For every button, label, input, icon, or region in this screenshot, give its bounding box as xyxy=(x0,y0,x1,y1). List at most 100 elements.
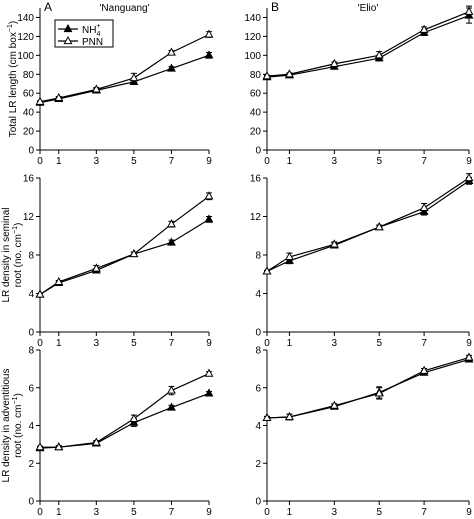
x-tick-label: 1 xyxy=(287,507,293,518)
legend: NH4+PNN xyxy=(54,19,114,48)
series-line xyxy=(266,356,470,419)
x-tick-label: 5 xyxy=(131,507,137,518)
x-tick-label: 0 xyxy=(264,156,270,167)
panel-b-middle: 0 4 8 12 16 0 1 3 5 7 9 xyxy=(250,172,474,349)
y-tick-label: 2 xyxy=(255,459,261,470)
y-tick-label: 0 xyxy=(255,328,261,339)
data-point-open-triangle xyxy=(129,413,139,422)
x-tick-label: 5 xyxy=(376,156,382,167)
y-tick-label: 4 xyxy=(255,289,261,300)
y-axis-label-adventitious-line1: LR density in adventitious xyxy=(1,369,12,483)
y-tick-label: 100 xyxy=(17,51,34,62)
y-tick-label: 16 xyxy=(23,174,35,185)
x-tick-label: 5 xyxy=(376,507,382,518)
series-pnn xyxy=(262,172,474,275)
y-tick-label: 6 xyxy=(28,383,34,394)
y-tick-label: 4 xyxy=(255,421,261,432)
data-point-filled-triangle xyxy=(204,50,214,59)
data-point-open-triangle xyxy=(129,248,139,258)
x-tick-label: 7 xyxy=(169,156,175,167)
y-tick-label: 12 xyxy=(250,212,262,223)
panel-letter: A xyxy=(44,0,52,14)
series-line xyxy=(266,11,470,77)
panel-letter: B xyxy=(271,0,279,14)
y-tick-label: 16 xyxy=(250,174,262,185)
y-tick-label: 140 xyxy=(17,13,34,24)
x-tick-label: 3 xyxy=(94,507,100,518)
data-point-open-triangle xyxy=(91,437,101,446)
data-point-open-triangle xyxy=(54,92,64,102)
data-point-open-triangle xyxy=(329,400,339,409)
data-point-open-triangle xyxy=(129,73,139,82)
x-tick-label: 9 xyxy=(206,156,212,167)
series-pnn xyxy=(262,5,474,80)
data-point-filled-triangle xyxy=(204,388,214,397)
x-tick-label: 3 xyxy=(332,338,338,349)
series-line xyxy=(39,33,210,103)
x-tick-label: 3 xyxy=(332,156,338,167)
x-tick-label: 1 xyxy=(56,338,62,349)
y-axis-label-seminal-line1: LR density in seminal xyxy=(1,207,12,302)
data-point-open-triangle xyxy=(91,84,101,93)
x-tick-label: 1 xyxy=(56,156,62,167)
data-point-open-triangle xyxy=(374,222,384,231)
data-point-open-triangle xyxy=(54,442,64,451)
x-tick-label: 5 xyxy=(376,338,382,349)
y-tick-label: 0 xyxy=(255,497,261,508)
x-tick-label: 7 xyxy=(169,507,175,518)
series-line xyxy=(266,15,470,78)
x-tick-label: 0 xyxy=(37,338,43,349)
data-point-open-triangle xyxy=(419,24,429,33)
x-tick-label: 9 xyxy=(466,507,472,518)
panel-a-middle: 0 4 8 12 16 0 1 3 5 7 9 xyxy=(23,174,214,349)
y-tick-label: 40 xyxy=(23,108,35,119)
y-tick-label: 0 xyxy=(28,146,34,157)
data-point-open-triangle xyxy=(54,276,64,286)
series-line xyxy=(39,54,210,104)
data-point-open-triangle xyxy=(285,69,294,78)
y-tick-label: 8 xyxy=(255,251,261,262)
x-tick-label: 0 xyxy=(37,156,43,167)
series-line xyxy=(266,180,470,272)
y-tick-label: 8 xyxy=(255,346,261,357)
y-tick-label: 120 xyxy=(17,32,34,43)
x-tick-label: 9 xyxy=(206,507,212,518)
panel-a-top: 0 20 40 60 80 100 120 140 0 1 3 5 7 9 'Nanguang' A xyxy=(17,0,214,167)
y-tick-label: 0 xyxy=(28,497,34,508)
y-tick-label: 8 xyxy=(28,346,34,357)
x-tick-label: 1 xyxy=(56,507,62,518)
series-pnn xyxy=(35,29,214,105)
data-point-open-triangle xyxy=(167,47,176,56)
y-tick-label: 20 xyxy=(23,127,35,138)
data-point-open-triangle xyxy=(329,58,339,67)
data-point-open-triangle xyxy=(464,172,474,182)
y-axis-label-adventitious: LR density in adventitious root (no. cm−1… xyxy=(1,369,24,483)
legend-marker-open-triangle xyxy=(63,35,73,45)
y-tick-label: 120 xyxy=(244,32,261,43)
x-tick-label: 3 xyxy=(332,507,338,518)
x-tick-label: 9 xyxy=(466,338,472,349)
y-tick-label: 0 xyxy=(28,328,34,339)
series-line xyxy=(266,177,470,272)
y-axis-label-length: Total LR length (cm box−1) xyxy=(7,21,19,137)
x-tick-label: 7 xyxy=(421,507,427,518)
data-point-filled-triangle xyxy=(167,237,176,246)
data-point-filled-triangle xyxy=(204,214,214,223)
series-line xyxy=(40,373,210,448)
data-point-open-triangle xyxy=(285,251,294,261)
y-axis-label-seminal-line2: root (no. cm−1) xyxy=(12,223,24,288)
data-point-open-triangle xyxy=(35,442,45,451)
y-tick-label: 2 xyxy=(28,459,34,470)
x-tick-label: 1 xyxy=(287,338,293,349)
x-tick-label: 0 xyxy=(264,338,270,349)
x-tick-label: 0 xyxy=(37,507,43,518)
x-tick-label: 0 xyxy=(264,507,270,518)
series-line xyxy=(266,358,470,419)
y-tick-label: 4 xyxy=(28,421,34,432)
series-pnn xyxy=(35,191,214,298)
x-tick-label: 9 xyxy=(206,338,212,349)
y-tick-label: 6 xyxy=(255,383,261,394)
x-tick-label: 1 xyxy=(287,156,293,167)
data-point-open-triangle xyxy=(204,29,214,38)
